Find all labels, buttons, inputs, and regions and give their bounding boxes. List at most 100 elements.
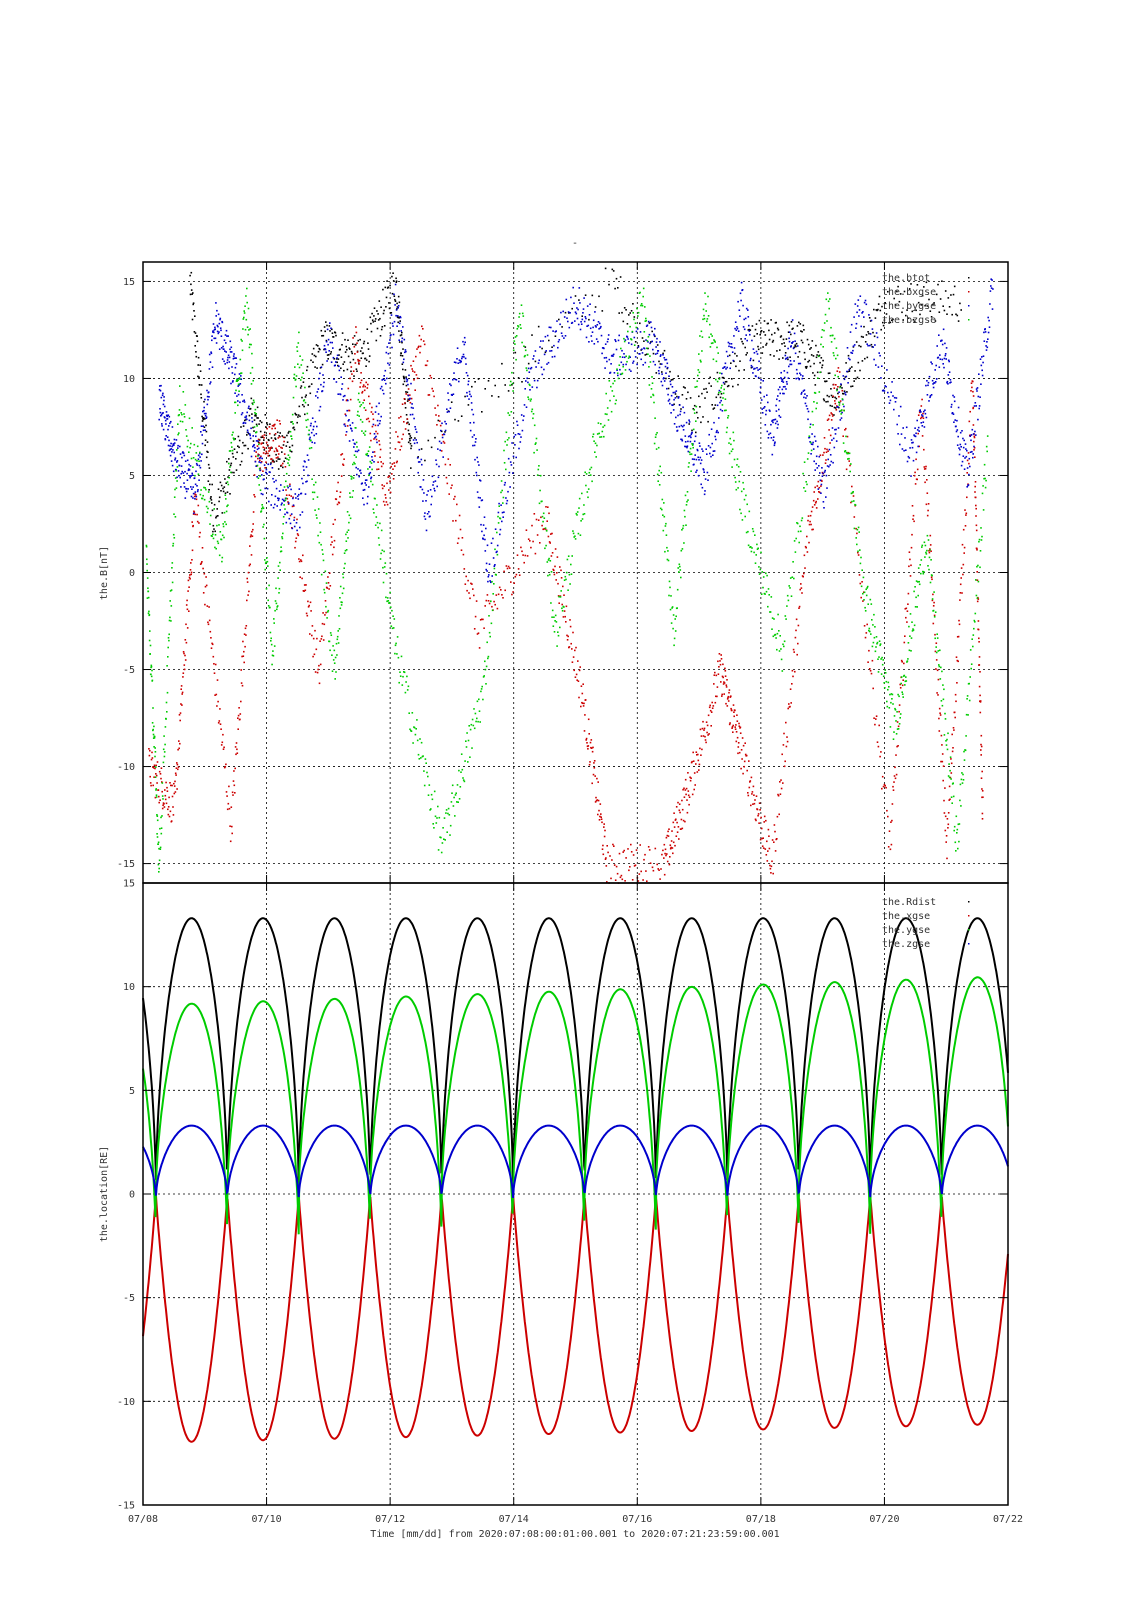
data-point	[297, 498, 300, 500]
data-point	[612, 353, 615, 356]
data-point	[172, 449, 174, 451]
data-point	[760, 399, 763, 401]
data-point	[342, 399, 344, 401]
data-point	[799, 588, 801, 591]
data-point	[218, 496, 221, 499]
data-point	[605, 865, 608, 867]
data-point	[240, 375, 242, 377]
data-point	[147, 612, 150, 615]
data-point	[168, 425, 170, 427]
data-point	[204, 603, 206, 606]
data-point	[632, 360, 635, 363]
data-point	[200, 393, 202, 396]
data-point	[304, 413, 306, 416]
data-point	[578, 696, 580, 699]
data-point	[224, 334, 227, 336]
data-point	[714, 671, 716, 674]
data-point	[570, 642, 572, 645]
data-point	[397, 295, 400, 298]
data-point	[489, 635, 491, 638]
data-point	[266, 422, 268, 424]
data-point	[532, 417, 534, 420]
data-point	[231, 372, 234, 374]
data-point	[270, 643, 273, 646]
data-point	[846, 347, 849, 349]
data-point	[297, 534, 300, 537]
data-point	[277, 456, 279, 458]
data-point	[400, 655, 403, 658]
data-point	[402, 348, 404, 350]
data-point	[337, 481, 339, 484]
data-point	[781, 380, 783, 382]
data-point	[220, 484, 223, 487]
data-point	[410, 730, 413, 732]
data-point	[961, 430, 963, 432]
data-point	[196, 445, 199, 448]
data-point	[592, 773, 595, 776]
data-point	[192, 466, 194, 468]
data-point	[935, 659, 938, 661]
data-point	[909, 575, 912, 577]
data-point	[656, 337, 658, 340]
data-point	[407, 441, 410, 444]
data-point	[276, 431, 279, 434]
data-point	[295, 497, 297, 499]
data-point	[268, 450, 270, 452]
data-point	[165, 781, 167, 784]
data-point	[223, 511, 226, 514]
data-point	[535, 366, 537, 368]
data-point	[387, 352, 390, 355]
data-point	[357, 360, 360, 362]
data-point	[646, 340, 649, 342]
data-point	[503, 511, 505, 513]
data-point	[696, 448, 699, 451]
data-point	[700, 421, 702, 424]
data-point	[949, 798, 951, 801]
data-point	[471, 408, 473, 411]
data-point	[460, 753, 463, 755]
data-point	[685, 793, 687, 796]
data-point	[659, 341, 661, 343]
data-point	[199, 370, 202, 372]
data-point	[331, 670, 334, 672]
data-point	[664, 525, 667, 527]
data-point	[312, 498, 315, 500]
data-point	[233, 471, 235, 474]
data-point	[961, 460, 964, 463]
data-point	[528, 371, 531, 373]
data-point	[806, 365, 808, 368]
data-point	[977, 598, 980, 600]
data-point	[600, 816, 602, 818]
data-point	[245, 415, 248, 417]
data-point	[806, 551, 809, 553]
data-point	[807, 361, 809, 363]
data-point	[734, 726, 736, 728]
data-point	[265, 461, 267, 463]
data-point	[182, 451, 184, 453]
data-point	[476, 491, 479, 493]
data-point	[717, 660, 719, 663]
data-point	[331, 654, 333, 656]
data-point	[597, 321, 600, 323]
data-point	[337, 642, 340, 644]
data-point	[374, 424, 377, 427]
data-point	[267, 599, 269, 602]
data-point	[332, 336, 335, 338]
data-point	[757, 376, 760, 379]
data-point	[636, 307, 638, 310]
data-point	[980, 743, 982, 746]
data-point	[698, 395, 700, 398]
data-point	[151, 669, 153, 672]
data-point	[719, 396, 722, 399]
data-point	[936, 692, 938, 694]
data-point	[517, 433, 520, 435]
data-point	[234, 373, 236, 376]
data-point	[299, 387, 302, 389]
field-grid	[143, 262, 1008, 883]
data-point	[384, 562, 387, 564]
data-point	[237, 717, 239, 719]
data-point	[278, 592, 280, 594]
data-point	[774, 418, 777, 421]
data-point	[715, 396, 718, 399]
data-point	[870, 343, 873, 346]
